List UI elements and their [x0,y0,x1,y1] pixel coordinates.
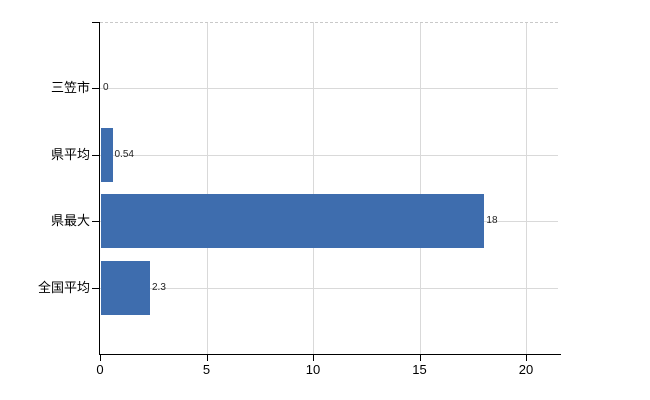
gridline-horizontal [100,155,558,156]
bar [101,128,113,182]
y-tick [92,221,100,222]
x-axis-tick-label: 10 [305,362,321,377]
category-label: 県平均 [50,147,90,162]
x-axis-tick-label: 5 [202,362,211,377]
category-label: 県最大 [50,213,90,228]
x-axis-tick-label: 15 [412,362,427,377]
x-axis [99,354,561,355]
x-tick [419,355,421,361]
gridline-vertical [526,22,527,354]
gridline-horizontal [100,88,558,89]
bar-value-label: 0 [103,82,109,93]
bar [101,194,485,248]
bar [101,261,150,315]
x-axis-tick-label: 0 [96,362,104,377]
gridline-vertical [419,22,421,354]
x-tick [100,355,101,361]
y-tick [92,288,100,289]
gridline-vertical [206,22,208,354]
x-tick [206,355,208,361]
y-tick [92,155,100,156]
gridline-horizontal [100,288,558,289]
y-tick [92,22,100,23]
bar-value-label: 0.54 [114,149,134,160]
category-label: 三笠市 [50,80,90,95]
y-axis [99,22,100,355]
y-tick [92,88,100,89]
bar-value-label: 2.3 [152,282,166,293]
gridline-vertical [313,22,314,354]
bar-value-label: 18 [486,215,498,226]
plot-top-border [100,22,558,23]
x-axis-tick-label: 20 [518,362,534,377]
x-tick [526,355,527,361]
x-tick [313,355,314,361]
category-label: 全国平均 [37,280,90,295]
